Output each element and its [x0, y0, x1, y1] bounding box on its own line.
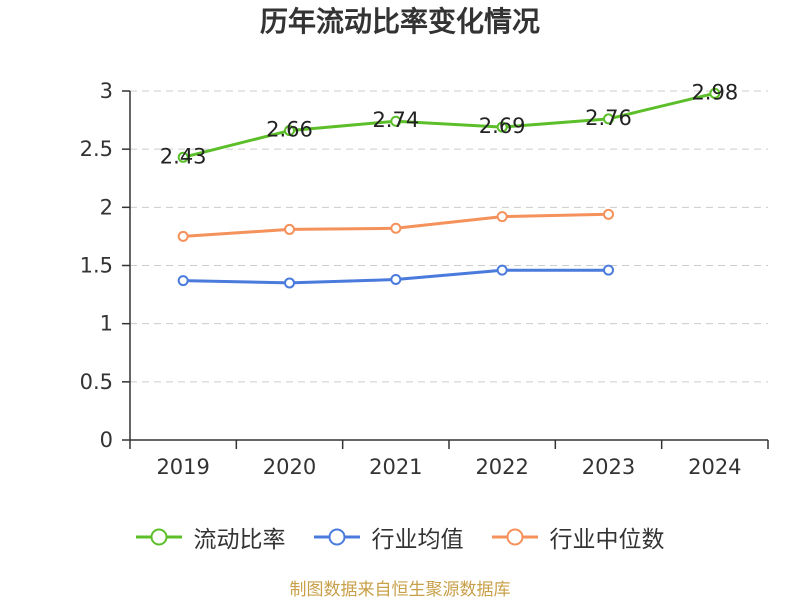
legend: 流动比率 行业均值 行业中位数 [0, 520, 800, 554]
data-point-current-ratio [177, 151, 189, 163]
chart-title: 历年流动比率变化情况 [259, 5, 540, 38]
x-tick-label: 2023 [582, 455, 635, 479]
y-tick-label: 2 [100, 195, 113, 219]
data-point-current-ratio [496, 121, 508, 133]
data-label: 2.43 [160, 144, 207, 168]
data-point-industry-mean [603, 264, 614, 276]
legend-line-marker-icon [313, 528, 360, 546]
legend-item-industry-mean[interactable]: 行业均值 [313, 520, 464, 554]
y-tick-label: 1.5 [80, 254, 113, 278]
y-tick-label: 0 [100, 428, 113, 452]
y-tick-label: 1 [100, 312, 113, 336]
y-tick-label: 3 [100, 79, 113, 103]
data-point-industry-median [177, 230, 189, 242]
data-point-industry-mean [284, 277, 295, 289]
data-label: 2.76 [585, 106, 632, 130]
data-point-industry-mean [496, 264, 508, 276]
legend-line-marker-icon [491, 528, 538, 546]
y-tick-label: 0.5 [80, 370, 113, 394]
series-industry-median [177, 208, 614, 242]
grid-lines [130, 90, 768, 383]
legend-label: 行业中位数 [549, 527, 665, 553]
y-axis: 0 0.5 1 1.5 2 2.5 3 [80, 79, 131, 452]
legend-label: 流动比率 [193, 527, 286, 553]
data-label: 2.66 [266, 118, 313, 142]
data-point-industry-median [390, 222, 402, 234]
x-tick-label: 2021 [369, 455, 422, 479]
legend-label: 行业均值 [371, 527, 464, 553]
data-label: 2.74 [372, 108, 419, 132]
legend-item-industry-median[interactable]: 行业中位数 [491, 520, 665, 554]
data-point-industry-median [603, 208, 614, 220]
data-label: 2.98 [691, 80, 738, 104]
x-tick-label: 2019 [156, 455, 209, 479]
series-industry-mean [177, 264, 614, 289]
line-chart: 0 0.5 1 1.5 2 2.5 3 2019 2020 2021 2022 2023 2024 2.4… [80, 79, 769, 479]
x-tick-label: 2022 [475, 455, 528, 479]
x-axis: 2019 2020 2021 2022 2023 2024 [129, 439, 769, 479]
data-label: 2.69 [479, 114, 526, 138]
series-line-current-ratio [181, 91, 717, 159]
data-point-industry-mean [390, 273, 402, 285]
y-tick-label: 2.5 [80, 137, 113, 161]
series-current-ratio [177, 87, 721, 163]
data-point-industry-median [284, 223, 295, 235]
data-point-current-ratio [709, 87, 721, 99]
source-note: 制图数据来自恒生聚源数据库 [289, 580, 511, 600]
data-point-current-ratio [390, 115, 402, 127]
x-tick-label: 2020 [263, 455, 316, 479]
legend-item-current-ratio[interactable]: 流动比率 [135, 520, 286, 554]
data-point-industry-mean [177, 275, 189, 287]
data-point-current-ratio [284, 125, 295, 137]
x-tick-label: 2024 [688, 455, 741, 479]
data-point-current-ratio [603, 113, 614, 125]
legend-line-marker-icon [135, 528, 182, 546]
data-point-industry-median [496, 211, 508, 223]
data-labels: 2.43 2.66 2.74 2.69 2.76 2.98 [160, 80, 738, 168]
